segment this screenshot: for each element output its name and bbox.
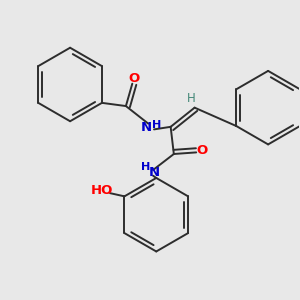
Text: O: O bbox=[196, 144, 208, 157]
Text: HO: HO bbox=[91, 184, 113, 197]
Text: H: H bbox=[141, 162, 151, 172]
Text: O: O bbox=[128, 72, 140, 86]
Text: N: N bbox=[149, 166, 160, 179]
Text: H: H bbox=[187, 92, 196, 105]
Text: H: H bbox=[152, 120, 161, 130]
Text: N: N bbox=[141, 121, 152, 134]
